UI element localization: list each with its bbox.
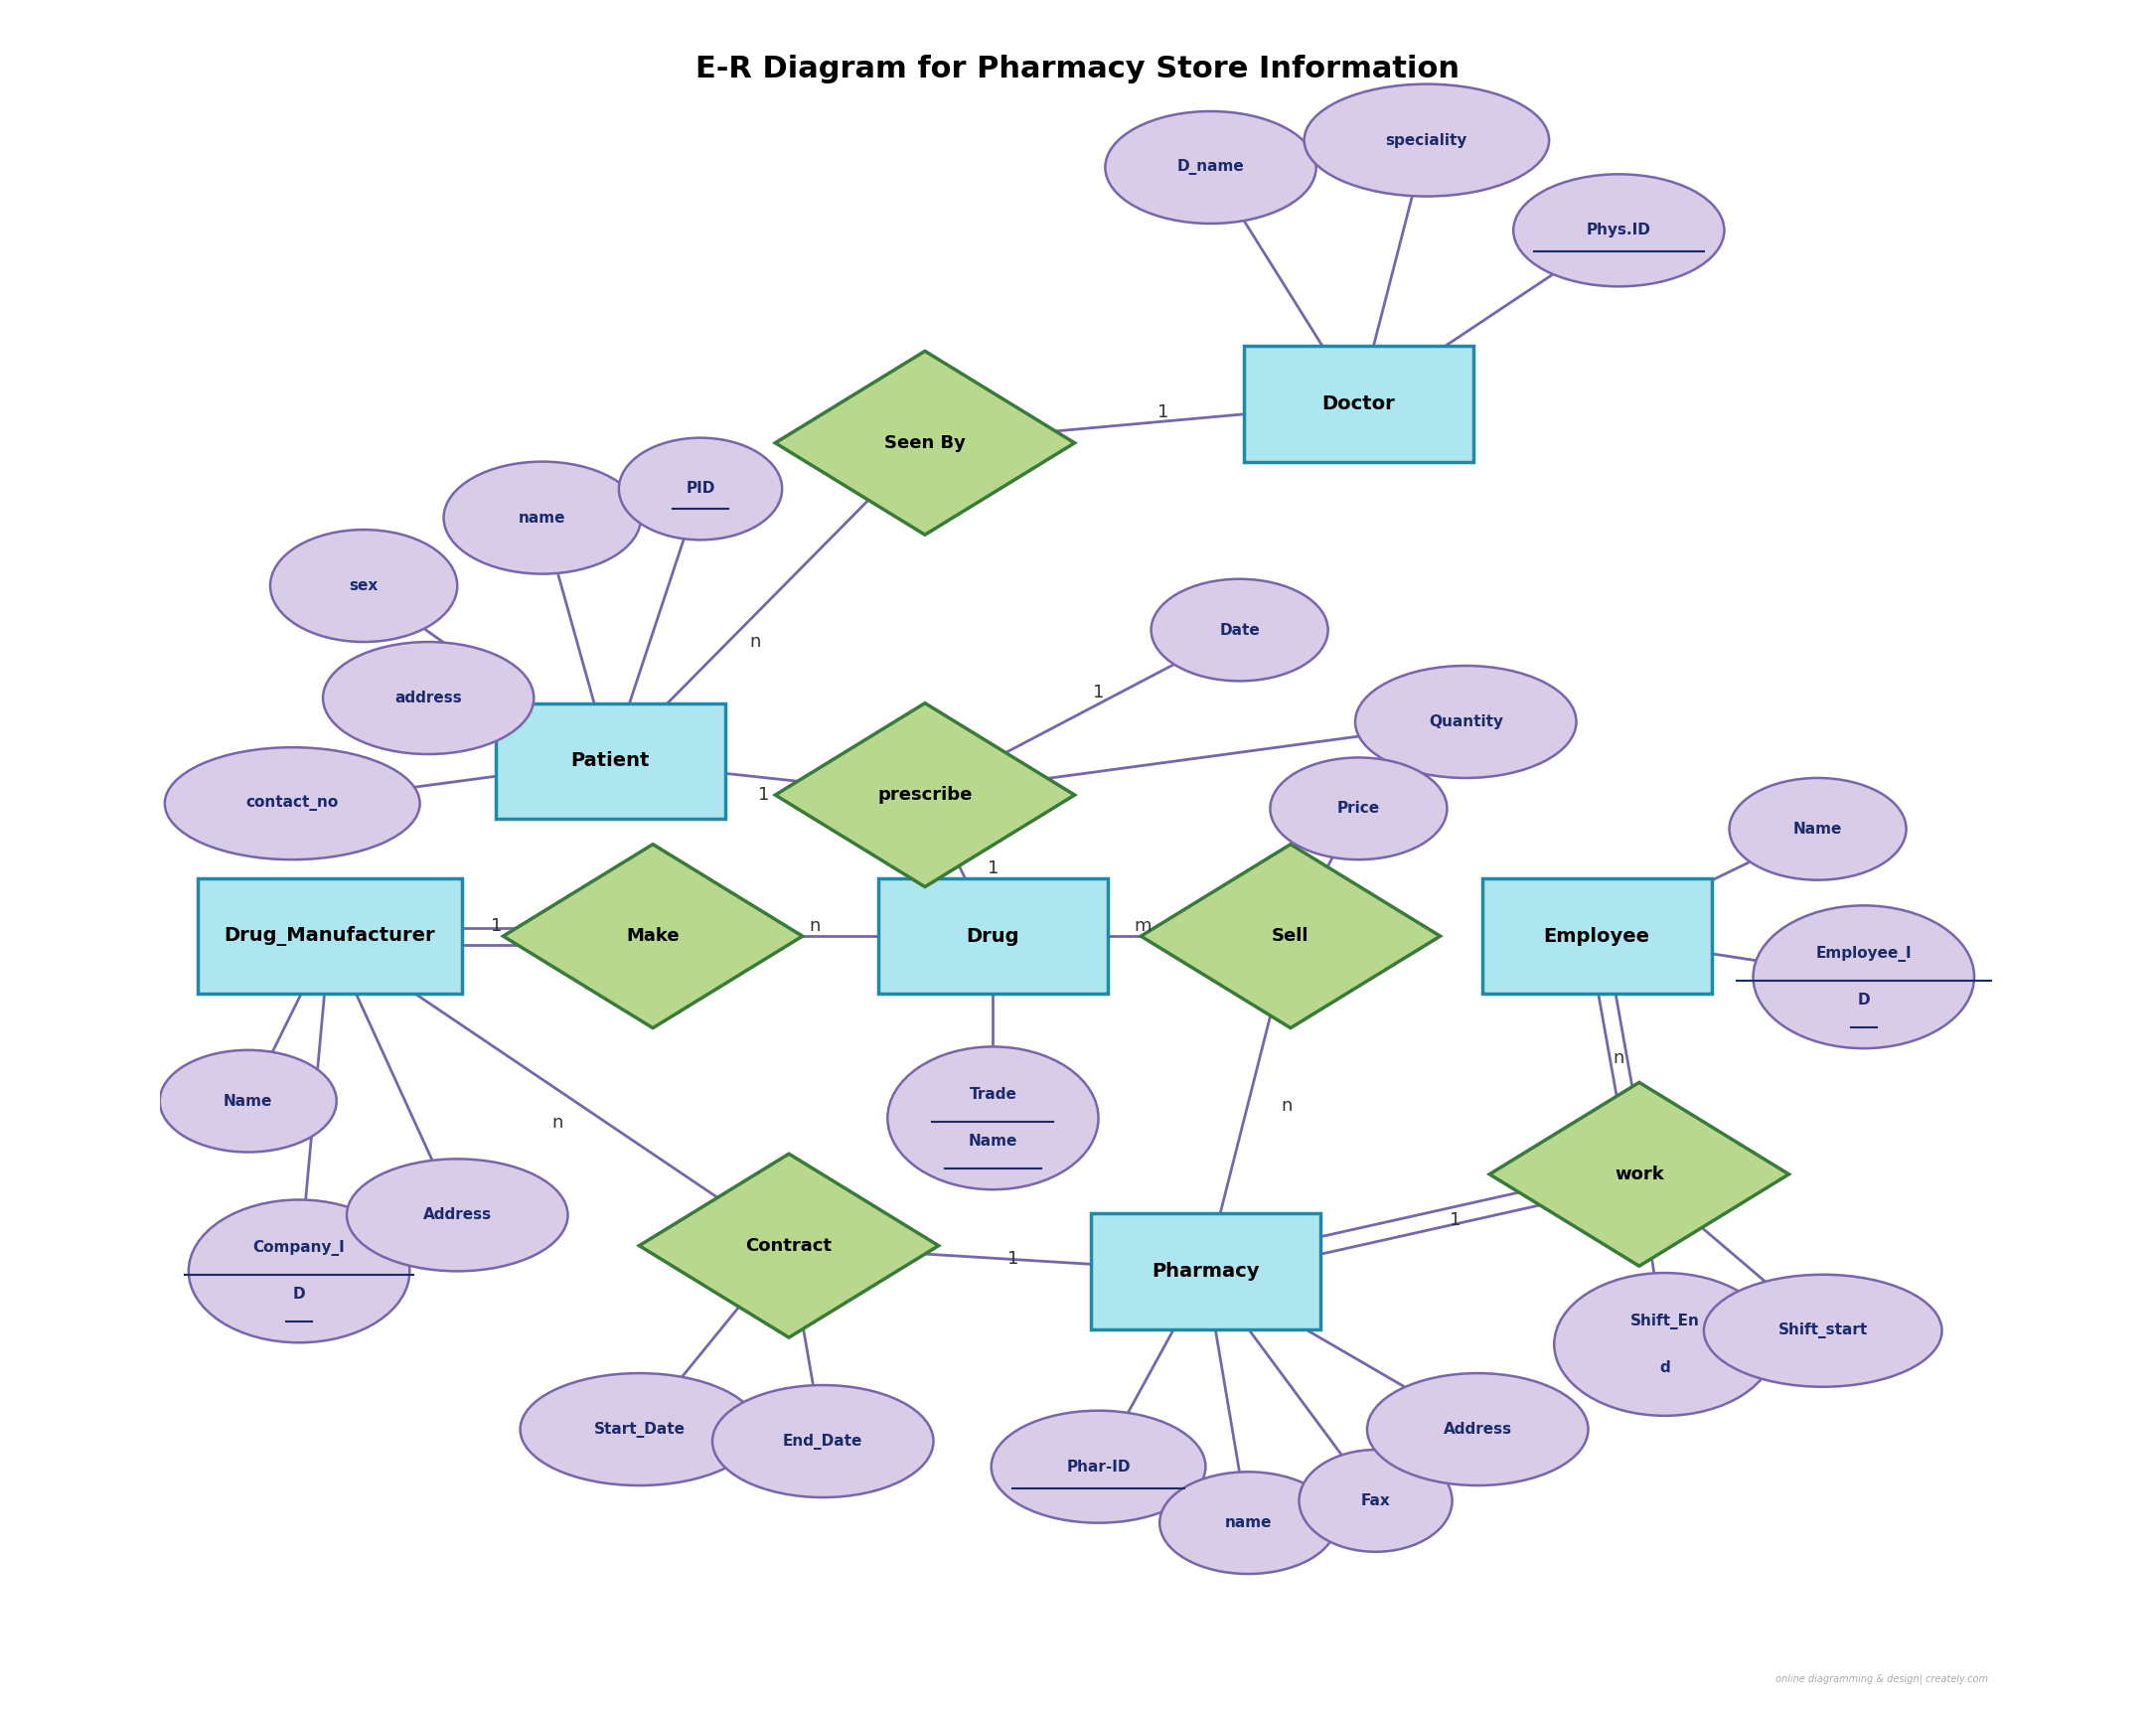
Ellipse shape [1703, 1275, 1943, 1386]
Ellipse shape [323, 643, 535, 754]
Text: 1: 1 [492, 918, 502, 935]
FancyBboxPatch shape [1244, 345, 1473, 461]
Text: D: D [293, 1287, 306, 1302]
Text: Phys.ID: Phys.ID [1587, 222, 1651, 238]
Text: Pharmacy: Pharmacy [1151, 1261, 1259, 1280]
Ellipse shape [520, 1374, 759, 1485]
FancyBboxPatch shape [1481, 878, 1712, 995]
Text: Shift_En: Shift_En [1630, 1313, 1699, 1330]
Ellipse shape [160, 1049, 336, 1152]
Text: Phar-ID: Phar-ID [1067, 1459, 1130, 1475]
Text: Trade: Trade [970, 1087, 1018, 1102]
Ellipse shape [888, 1046, 1097, 1189]
Ellipse shape [992, 1410, 1205, 1523]
Ellipse shape [1160, 1471, 1337, 1574]
Text: Fax: Fax [1360, 1494, 1391, 1509]
Text: contact_no: contact_no [246, 796, 338, 812]
Text: n: n [1613, 1049, 1623, 1068]
Text: name: name [1225, 1516, 1272, 1530]
Text: Contract: Contract [746, 1237, 832, 1254]
Polygon shape [638, 1154, 938, 1338]
Text: Name: Name [224, 1094, 272, 1109]
Ellipse shape [1300, 1449, 1453, 1552]
Text: work: work [1615, 1166, 1664, 1183]
Text: Address: Address [1442, 1422, 1511, 1437]
Text: 1: 1 [1093, 684, 1104, 702]
Ellipse shape [619, 438, 783, 540]
Polygon shape [1141, 844, 1440, 1029]
Text: Patient: Patient [571, 752, 649, 771]
Text: E-R Diagram for Pharmacy Store Information: E-R Diagram for Pharmacy Store Informati… [696, 55, 1460, 84]
Text: sex: sex [349, 578, 377, 593]
Ellipse shape [1304, 84, 1548, 197]
Text: Address: Address [423, 1208, 492, 1222]
Ellipse shape [1554, 1273, 1774, 1415]
Text: n: n [808, 918, 819, 935]
FancyBboxPatch shape [198, 878, 461, 995]
Ellipse shape [1151, 579, 1328, 680]
Text: n: n [750, 632, 761, 651]
Text: Shift_start: Shift_start [1779, 1323, 1867, 1338]
Text: name: name [520, 511, 565, 525]
Ellipse shape [1753, 906, 1975, 1048]
Text: Company_I: Company_I [252, 1241, 345, 1256]
Text: m: m [1134, 918, 1151, 935]
Text: Quantity: Quantity [1429, 714, 1503, 730]
Text: address: address [395, 690, 461, 706]
Ellipse shape [1356, 667, 1576, 778]
FancyBboxPatch shape [1091, 1213, 1319, 1330]
FancyBboxPatch shape [496, 702, 724, 819]
Text: Start_Date: Start_Date [593, 1422, 686, 1437]
Ellipse shape [164, 747, 420, 860]
Text: Price: Price [1337, 802, 1380, 815]
Ellipse shape [1106, 111, 1315, 224]
Text: Employee: Employee [1544, 926, 1649, 945]
Text: D: D [1858, 993, 1869, 1008]
Text: n: n [1281, 1097, 1294, 1116]
Text: 1: 1 [1007, 1251, 1020, 1268]
Text: d: d [1660, 1360, 1671, 1376]
Polygon shape [1490, 1082, 1789, 1266]
Text: Seen By: Seen By [884, 434, 966, 451]
Text: Drug_Manufacturer: Drug_Manufacturer [224, 926, 436, 947]
Text: speciality: speciality [1386, 133, 1468, 147]
FancyBboxPatch shape [877, 878, 1108, 995]
Text: Sell: Sell [1272, 928, 1309, 945]
Polygon shape [776, 350, 1074, 535]
Text: online diagramming & design| creately.com: online diagramming & design| creately.co… [1774, 1675, 1988, 1685]
Ellipse shape [1367, 1374, 1589, 1485]
Ellipse shape [270, 530, 457, 643]
Text: prescribe: prescribe [877, 786, 972, 803]
Text: 1: 1 [1449, 1212, 1462, 1229]
Ellipse shape [1514, 174, 1725, 287]
Text: End_Date: End_Date [783, 1434, 862, 1449]
Text: 1: 1 [1158, 403, 1169, 420]
Text: 1: 1 [757, 786, 770, 803]
Ellipse shape [347, 1159, 567, 1271]
Text: Make: Make [625, 928, 679, 945]
Ellipse shape [1729, 778, 1906, 880]
Text: 1: 1 [987, 860, 998, 877]
Text: D_name: D_name [1177, 159, 1244, 176]
Polygon shape [776, 702, 1074, 887]
Text: PID: PID [686, 482, 716, 496]
Text: Doctor: Doctor [1322, 395, 1395, 414]
Ellipse shape [711, 1384, 934, 1497]
Ellipse shape [444, 461, 640, 574]
Text: Name: Name [968, 1133, 1018, 1148]
Text: Employee_I: Employee_I [1815, 945, 1912, 962]
Text: Drug: Drug [966, 926, 1020, 945]
Polygon shape [502, 844, 802, 1029]
Text: Date: Date [1220, 622, 1259, 637]
Ellipse shape [1270, 757, 1447, 860]
Ellipse shape [188, 1200, 410, 1343]
Text: n: n [552, 1114, 563, 1131]
Text: Name: Name [1794, 822, 1841, 836]
